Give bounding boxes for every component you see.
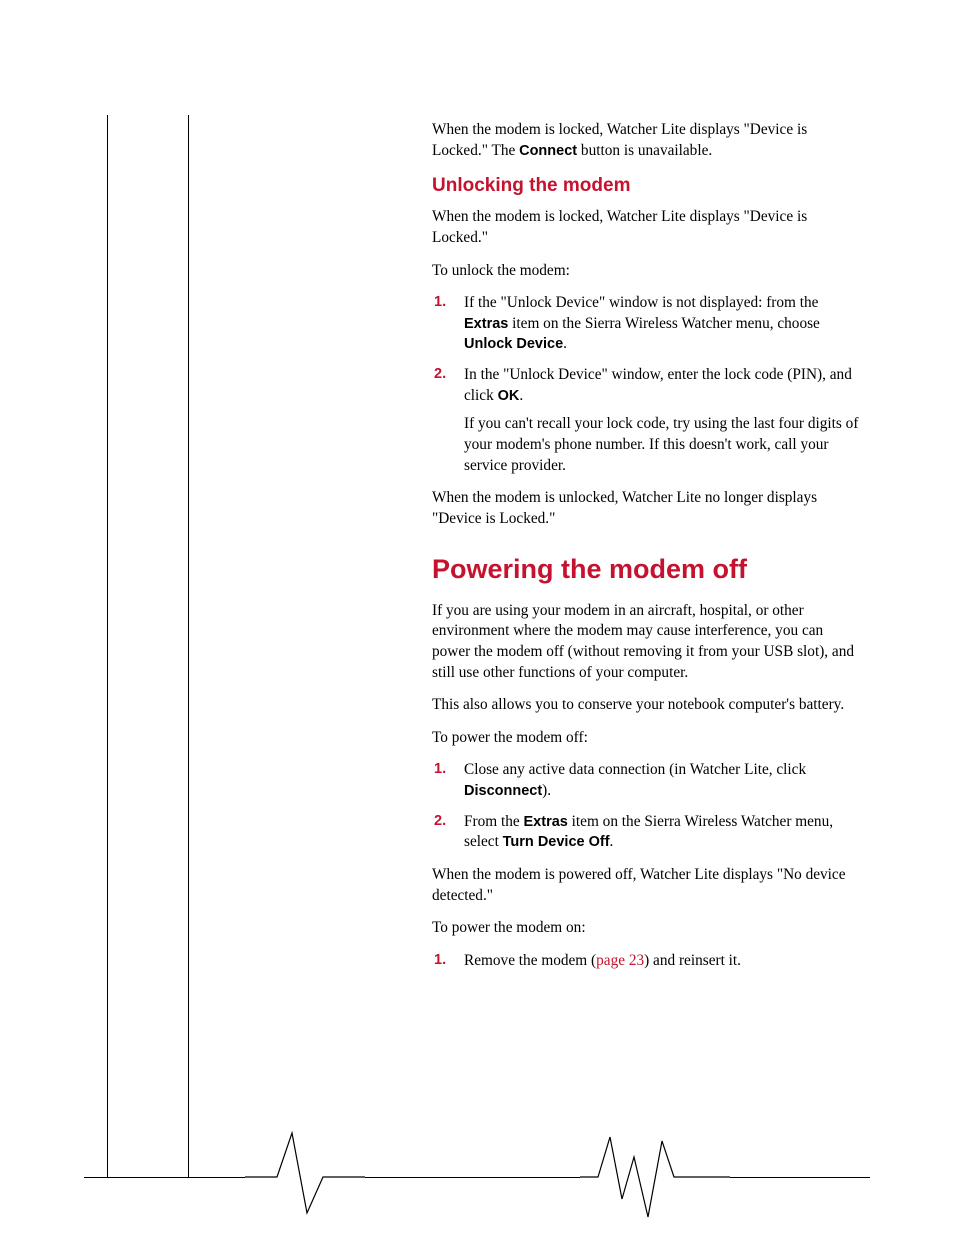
poweron-steps: Remove the modem (page 23) and reinsert …	[432, 951, 862, 972]
unlock-steps: If the "Unlock Device" window is not dis…	[432, 293, 862, 476]
unlock-device-label: Unlock Device	[464, 336, 563, 352]
paragraph: When the modem is unlocked, Watcher Lite…	[432, 488, 862, 529]
page: When the modem is locked, Watcher Lite d…	[0, 0, 954, 1235]
mid-margin-rule	[188, 115, 189, 1178]
text: button is unavailable.	[577, 142, 712, 159]
paragraph: To unlock the modem:	[432, 261, 862, 282]
text: .	[519, 387, 523, 404]
paragraph: To power the modem off:	[432, 728, 862, 749]
list-item: From the Extras item on the Sierra Wirel…	[432, 812, 862, 853]
note-paragraph: If you can't recall your lock code, try …	[464, 414, 862, 476]
text: .	[610, 833, 614, 850]
text: From the	[464, 813, 524, 830]
text: ).	[542, 782, 551, 799]
heading-unlocking: Unlocking the modem	[432, 175, 862, 197]
content-column: When the modem is locked, Watcher Lite d…	[432, 120, 862, 984]
text: ) and reinsert it.	[644, 952, 741, 969]
list-item: Close any active data connection (in Wat…	[432, 760, 862, 801]
left-margin-rule	[107, 115, 108, 1178]
text: If the "Unlock Device" window is not dis…	[464, 294, 818, 311]
text: Remove the modem (	[464, 952, 596, 969]
page-xref[interactable]: page 23	[596, 952, 644, 969]
text: item on the Sierra Wireless Watcher menu…	[508, 315, 820, 332]
extras-label: Extras	[464, 316, 508, 332]
paragraph: This also allows you to conserve your no…	[432, 695, 862, 716]
extras-label: Extras	[524, 814, 568, 830]
paragraph: When the modem is powered off, Watcher L…	[432, 865, 862, 906]
turn-device-off-label: Turn Device Off	[503, 834, 610, 850]
text: .	[563, 335, 567, 352]
connect-label: Connect	[519, 143, 577, 159]
footer-wave-right-icon	[580, 1127, 730, 1223]
paragraph: To power the modem on:	[432, 918, 862, 939]
footer-rule	[84, 1177, 870, 1178]
list-item: Remove the modem (page 23) and reinsert …	[432, 951, 862, 972]
list-item: In the "Unlock Device" window, enter the…	[432, 365, 862, 476]
list-item: If the "Unlock Device" window is not dis…	[432, 293, 862, 355]
heading-powering-off: Powering the modem off	[432, 554, 862, 585]
text: Close any active data connection (in Wat…	[464, 761, 806, 778]
ok-label: OK	[498, 388, 520, 404]
paragraph: When the modem is locked, Watcher Lite d…	[432, 207, 862, 248]
disconnect-label: Disconnect	[464, 783, 542, 799]
paragraph: If you are using your modem in an aircra…	[432, 601, 862, 684]
intro-paragraph: When the modem is locked, Watcher Lite d…	[432, 120, 862, 161]
poweroff-steps: Close any active data connection (in Wat…	[432, 760, 862, 853]
footer-wave-left-icon	[245, 1127, 365, 1219]
